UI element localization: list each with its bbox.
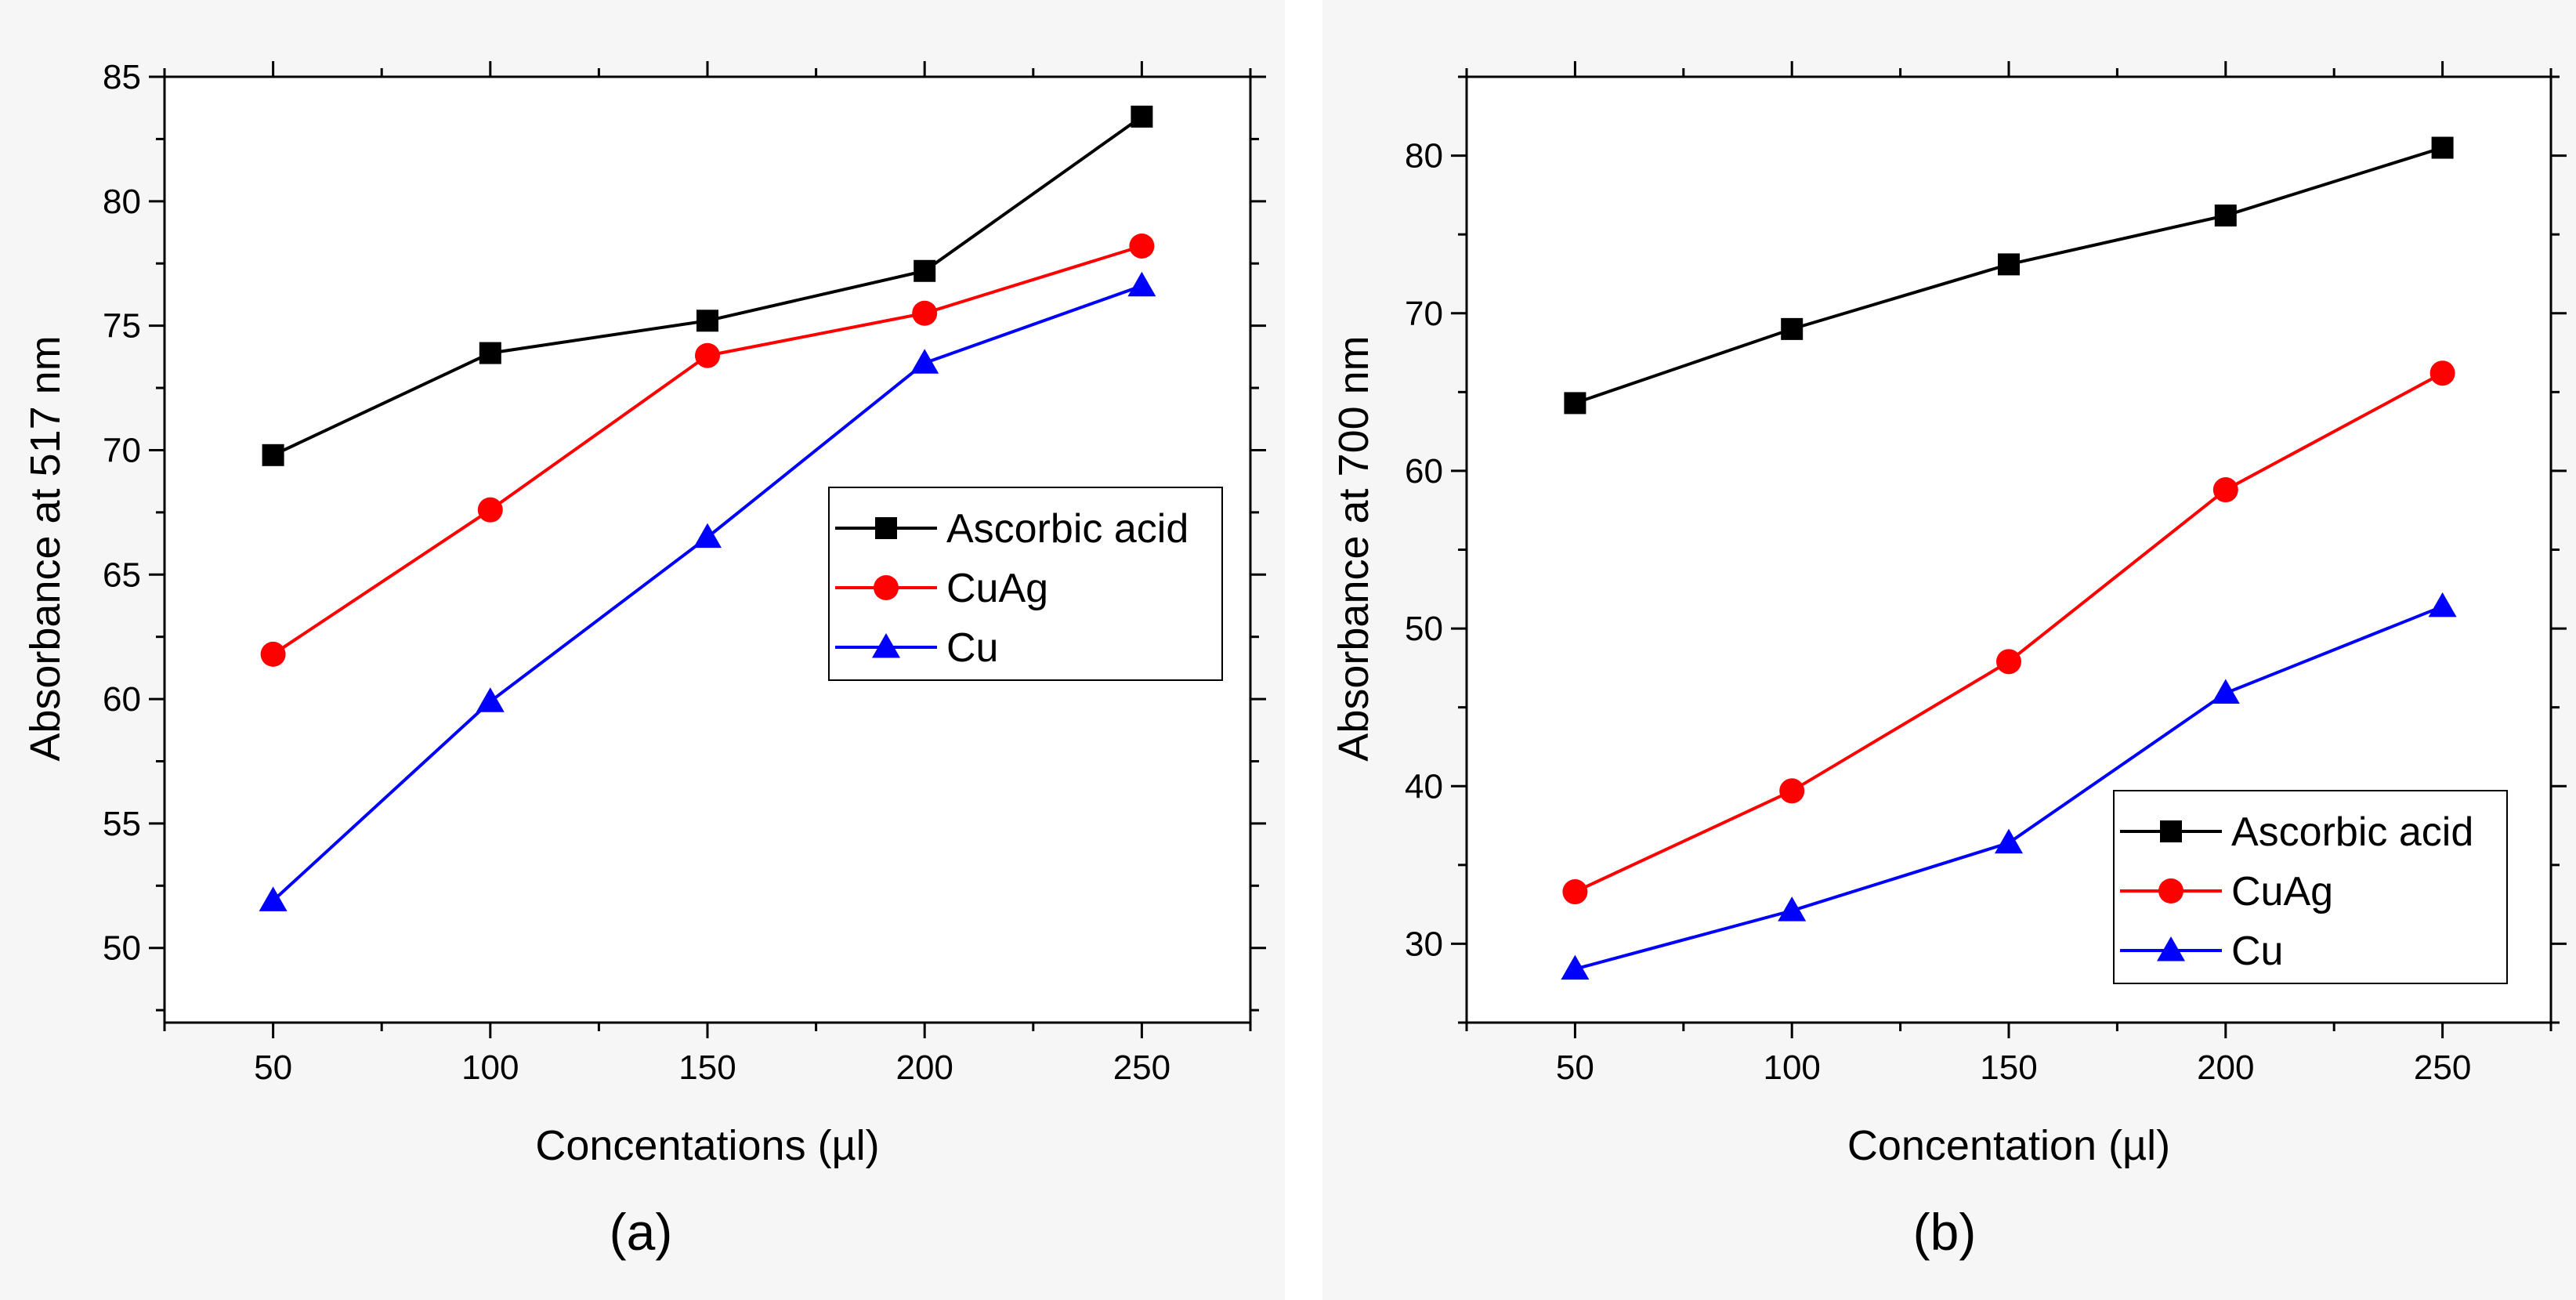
chart-b-x-tick-label: 50 (1556, 1048, 1594, 1087)
chart-b-series-cuag-point (2429, 360, 2455, 386)
chart-b-series-cu-point (1561, 954, 1590, 980)
chart-a-y-axis: 50 55 60 65 70 75 80 85 (103, 58, 1266, 1012)
chart-a-x-tick-label: 50 (254, 1048, 292, 1087)
chart-a-legend-entry-ascorbic-acid: Ascorbic acid (835, 506, 1189, 552)
chart-a-series-cu-point (693, 523, 722, 549)
chart-b-series-cuag-point (1779, 778, 1805, 804)
chart-a-legend-entry-ascorbic-acid-marker (875, 517, 897, 539)
chart-a-y-tick-label: 60 (103, 680, 141, 719)
chart-b-series-ascorbic-acid (1564, 136, 2454, 415)
chart-b-series-ascorbic-acid-point (2214, 205, 2237, 227)
chart-b-series-cu-point (1995, 828, 2023, 854)
chart-b-legend-entry-cu: Cu (2120, 929, 2283, 974)
chart-b-series-cu-point (1778, 896, 1807, 922)
chart-b: 50 100 150 200 250 30 40 50 60 70 80 Concentation (… (1330, 61, 2567, 1261)
chart-b-series-ascorbic-acid-point (1564, 392, 1586, 415)
chart-a-legend-entry-cu-label: Cu (946, 625, 998, 671)
chart-a-series-cu (259, 271, 1156, 911)
chart-a-y-tick-label: 50 (103, 929, 141, 968)
chart-a-x-tick-label: 200 (895, 1048, 953, 1087)
chart-b-y-tick-label: 50 (1405, 610, 1443, 648)
chart-b-y-tick-label: 60 (1405, 452, 1443, 491)
chart-b-series-cu (1561, 592, 2457, 980)
chart-a-x-axis-label: Concentations (µl) (535, 1122, 879, 1169)
chart-b-y-tick-label: 80 (1405, 137, 1443, 176)
chart-b-panel-label: (b) (1913, 1203, 1977, 1261)
chart-a-legend: Ascorbic acid CuAg Cu (828, 487, 1223, 681)
chart-a-x-tick-label: 150 (678, 1048, 736, 1087)
chart-a-series-cuag-point (912, 300, 938, 326)
chart-a-series-cuag-point (695, 342, 720, 368)
chart-b-x-axis: 50 100 150 200 250 (1465, 61, 2552, 1087)
chart-b-y-tick-label: 30 (1405, 925, 1443, 963)
chart-a-series-ascorbic-acid-point (1131, 105, 1153, 128)
chart-a-series-ascorbic-acid-point (696, 310, 718, 332)
chart-b-legend-entry-cu-label: Cu (2231, 929, 2283, 974)
chart-b-x-axis-label: Concentation (µl) (1847, 1122, 2170, 1169)
chart-b-series-cuag (1562, 360, 2455, 905)
chart-b-x-tick-label: 100 (1763, 1048, 1820, 1087)
chart-b-series-ascorbic-acid-point (1998, 253, 2020, 276)
chart-a-legend-entry-cuag: CuAg (835, 566, 1048, 611)
chart-a-series-ascorbic-acid-point (914, 259, 936, 282)
chart-b-x-tick-label: 150 (1980, 1048, 2037, 1087)
chart-a-series-cuag-point (477, 497, 503, 523)
chart-a-series-cuag-point (260, 641, 286, 667)
chart-a-series-ascorbic-acid-point (479, 342, 501, 364)
chart-a-series-cu-point (1127, 271, 1156, 297)
chart-b-y-axis: 30 40 50 60 70 80 (1405, 75, 2567, 1024)
chart-a-legend-entry-cu: Cu (835, 625, 998, 671)
chart-b-x-tick-label: 200 (2197, 1048, 2254, 1087)
chart-b-legend-entry-cu-marker (2157, 936, 2185, 961)
chart-b-legend-entry-ascorbic-acid-label: Ascorbic acid (2231, 809, 2473, 855)
chart-a-series-ascorbic-acid-point (262, 444, 284, 466)
chart-a-y-tick-label: 85 (103, 58, 141, 96)
chart-a: 50 100 150 200 250 50 55 60 65 70 75 80 85 Concentati… (22, 58, 1266, 1261)
chart-b-series-ascorbic-acid-point (2431, 136, 2454, 159)
chart-b-series-cu-point (2428, 592, 2457, 617)
chart-b-legend: Ascorbic acid CuAg Cu (2113, 790, 2508, 984)
chart-b-series-ascorbic-acid-point (1781, 317, 1804, 340)
chart-a-panel-label: (a) (610, 1203, 673, 1261)
chart-a-series-cuag-point (1129, 233, 1155, 259)
chart-b-y-tick-label: 70 (1405, 295, 1443, 333)
chart-a-legend-entry-cuag-label: CuAg (946, 566, 1048, 611)
chart-a-x-tick-label: 250 (1113, 1048, 1170, 1087)
chart-b-legend-entry-cuag-label: CuAg (2231, 869, 2333, 914)
chart-b-series-cuag-point (2212, 477, 2238, 503)
chart-a-x-axis: 50 100 150 200 250 (163, 61, 1252, 1087)
chart-a-y-tick-label: 65 (103, 556, 141, 594)
chart-a-legend-entry-cu-marker (872, 633, 900, 658)
chart-a-series-ascorbic-acid (262, 105, 1153, 466)
chart-a-series-cuag (260, 233, 1155, 667)
chart-b-y-axis-label: Absorbance at 700 nm (1330, 335, 1377, 761)
chart-a-legend-entry-ascorbic-acid-label: Ascorbic acid (946, 506, 1189, 552)
chart-b-x-tick-label: 250 (2414, 1048, 2471, 1087)
chart-a-series-cu-point (476, 687, 505, 712)
chart-b-series-cu-point (2211, 679, 2240, 704)
chart-b-legend-entry-cuag-marker (2158, 878, 2183, 903)
chart-a-y-tick-label: 70 (103, 431, 141, 469)
chart-a-y-axis-label: Absorbance at 517 nm (22, 335, 69, 761)
chart-b-y-tick-label: 40 (1405, 767, 1443, 806)
chart-b-legend-entry-ascorbic-acid-marker (2160, 820, 2182, 842)
chart-a-series-cu-point (910, 349, 939, 374)
chart-b-series-cuag-point (1562, 879, 1588, 905)
chart-a-legend-entry-cuag-marker (874, 575, 899, 600)
chart-b-legend-entry-cuag: CuAg (2120, 869, 2333, 914)
chart-b-series-cuag-point (1996, 649, 2021, 675)
chart-b-legend-entry-ascorbic-acid: Ascorbic acid (2120, 809, 2473, 855)
chart-a-y-tick-label: 80 (103, 183, 141, 221)
chart-a-x-tick-label: 100 (461, 1048, 519, 1087)
chart-a-y-tick-label: 55 (103, 805, 141, 843)
chart-a-series-cu-point (259, 886, 288, 911)
chart-a-y-tick-label: 75 (103, 307, 141, 346)
